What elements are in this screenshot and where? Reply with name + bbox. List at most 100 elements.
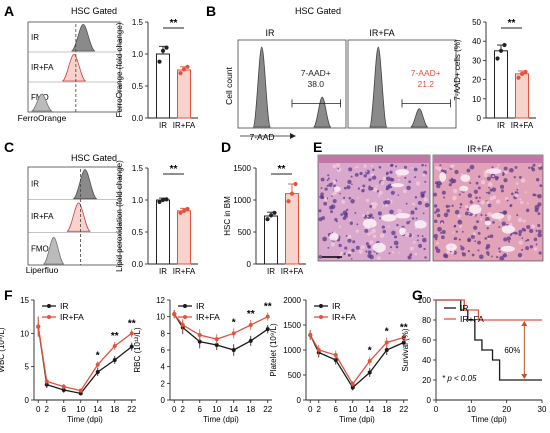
series-line <box>309 334 404 386</box>
histology-cell <box>352 240 356 244</box>
histology-cell <box>347 250 352 255</box>
histology-cell <box>434 211 437 214</box>
panel-g: G <box>412 287 423 303</box>
histology-cell <box>420 194 425 198</box>
y-tick-label: 10 <box>20 329 29 338</box>
significance-stars: ** <box>111 331 119 342</box>
histology-cell <box>382 176 387 181</box>
histology-cell <box>393 235 398 239</box>
difference-arrowhead <box>521 374 528 379</box>
histology-cell <box>492 175 495 178</box>
histology-cell <box>346 185 351 190</box>
significance-stars: ** <box>170 18 178 29</box>
histology-cell <box>491 166 494 169</box>
histology-cell <box>486 200 490 204</box>
histology-cell <box>469 164 475 170</box>
histology-cell <box>421 235 424 238</box>
histology-cell <box>406 221 410 225</box>
bar <box>177 210 191 265</box>
histology-cell <box>526 202 529 205</box>
x-axis-label: Time (dpi) <box>471 415 507 424</box>
data-point <box>231 331 236 336</box>
histology-cell <box>357 187 361 190</box>
histology-cell <box>522 219 526 223</box>
histology-cell <box>339 254 342 257</box>
histology-cell <box>386 177 388 180</box>
histology-cell <box>326 179 329 182</box>
x-category-label: IR+FA <box>173 267 196 276</box>
legend-marker <box>47 304 51 308</box>
histology-cell <box>350 175 353 178</box>
significance-stars: * <box>385 327 389 338</box>
histology-vessel <box>381 214 397 222</box>
histology-cell <box>397 208 402 214</box>
histology-cell <box>470 234 475 239</box>
panel-f: F <box>4 287 13 303</box>
histology-cell <box>439 164 442 167</box>
histology-cell <box>343 186 347 190</box>
histology-cell <box>461 230 464 233</box>
histology-cell <box>538 251 542 255</box>
histology-cell <box>539 184 543 188</box>
histogram-peak <box>31 93 53 112</box>
panel-d: D <box>221 139 231 155</box>
histogram-row-label: IR <box>31 179 39 188</box>
histogram-frame <box>27 21 121 113</box>
histology-cell <box>347 253 351 257</box>
histology-cell <box>446 209 451 213</box>
histology-cell <box>533 247 538 251</box>
histology-cell <box>327 174 330 177</box>
histology-cell <box>351 248 355 253</box>
histogram-peak <box>72 169 98 200</box>
bar <box>177 69 191 119</box>
histology-cell <box>507 214 512 219</box>
data-point <box>265 327 270 332</box>
histology-cell <box>498 250 501 253</box>
y-tick-label: 50 <box>472 18 481 27</box>
histology-cell <box>526 224 531 230</box>
data-point <box>160 197 166 203</box>
histology-cell <box>408 180 412 184</box>
histology-cell <box>356 223 359 226</box>
x-category-label: IR+FA <box>281 267 304 276</box>
histology-cell <box>330 242 335 247</box>
x-tick-label: 14 <box>93 405 102 414</box>
histology-cell <box>348 196 352 200</box>
y-tick-label: 6 <box>161 346 166 355</box>
histology-cell <box>330 210 334 214</box>
histology-cell <box>499 184 505 189</box>
histology-cell <box>389 170 393 174</box>
data-point <box>197 339 202 344</box>
significance-stars: ** <box>170 164 178 175</box>
significance-stars: ** <box>278 164 286 175</box>
x-category-label: IR+FA <box>511 121 534 130</box>
histology-cell <box>369 254 374 260</box>
panel-e: E IR IR+FA <box>313 139 544 262</box>
histology-cell <box>524 191 527 194</box>
histology-cell <box>531 167 536 172</box>
histology-cell <box>496 256 499 259</box>
histology-cell <box>379 217 382 220</box>
data-point <box>231 348 236 352</box>
histology-cell <box>414 252 418 256</box>
histology-cell <box>519 198 522 201</box>
histology-cell <box>441 190 446 195</box>
histology-cell <box>414 196 418 199</box>
histology-cell <box>526 238 530 242</box>
histogram-frame <box>27 166 121 266</box>
histology-cell <box>503 166 508 171</box>
histology-cell <box>487 235 490 238</box>
y-tick-label: 20 <box>422 376 431 385</box>
data-point <box>61 388 66 392</box>
histology-cell <box>477 200 480 203</box>
histology-cell <box>537 202 542 207</box>
histology-cell <box>395 245 399 249</box>
data-point <box>61 384 66 389</box>
histology-cell <box>435 248 441 254</box>
histology-cell <box>433 219 438 224</box>
histology-cell <box>369 240 374 244</box>
data-point <box>268 213 274 218</box>
